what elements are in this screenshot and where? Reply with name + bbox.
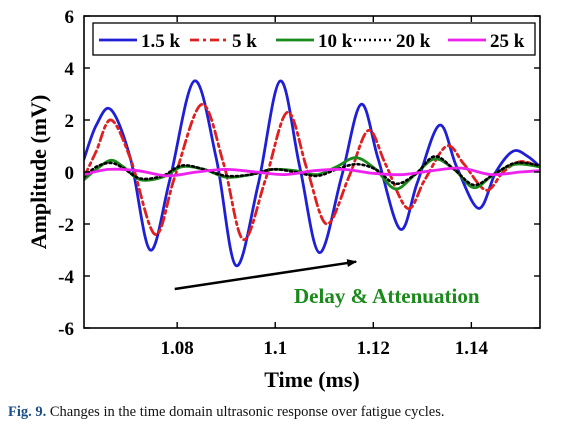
legend-entry-label: 1.5 k — [141, 31, 181, 52]
legend-entry-label: 5 k — [232, 31, 257, 52]
y-axis-label: Amplitude (mV) — [26, 95, 51, 250]
y-tick-label: 0 — [65, 163, 75, 184]
series-line-5-k — [84, 103, 540, 241]
figure-label: Fig. 9. — [8, 404, 47, 420]
x-tick-label: 1.1 — [263, 338, 287, 359]
figure-caption-text: Changes in the time domain ultrasonic re… — [49, 404, 445, 420]
legend-entry-label: 25 k — [490, 31, 525, 52]
x-axis-label: Time (ms) — [264, 367, 360, 392]
legend-entry-label: 10 k — [318, 31, 353, 52]
series-line-1-5-k — [84, 79, 540, 268]
amplitude-time-chart: 1.08 1.1 1.12 1.14 -6 -4 -2 0 2 4 6 Time (ms) Ampl… — [26, 7, 541, 392]
y-tick-label: 2 — [65, 111, 75, 132]
x-tick-label: 1.08 — [161, 338, 194, 359]
y-tick-label: -6 — [58, 319, 74, 340]
series-line-25-k — [84, 166, 540, 178]
x-tick-label: 1.12 — [357, 338, 390, 359]
y-tick-label: 4 — [65, 59, 75, 80]
y-tick-label: -2 — [58, 215, 74, 236]
y-tick-label: -4 — [58, 267, 74, 288]
figure-caption: Fig. 9. Changes in the time domain ultra… — [8, 404, 560, 421]
x-tick-label: 1.14 — [455, 338, 489, 359]
annotation-text: Delay & Attenuation — [294, 284, 480, 308]
y-tick-label: 6 — [65, 7, 75, 28]
legend: 1.5 k 5 k 10 k 20 k 25 k — [92, 22, 536, 56]
series-line-20-k — [84, 155, 540, 187]
annotation-arrow — [174, 259, 358, 291]
legend-entry-label: 20 k — [396, 31, 431, 52]
